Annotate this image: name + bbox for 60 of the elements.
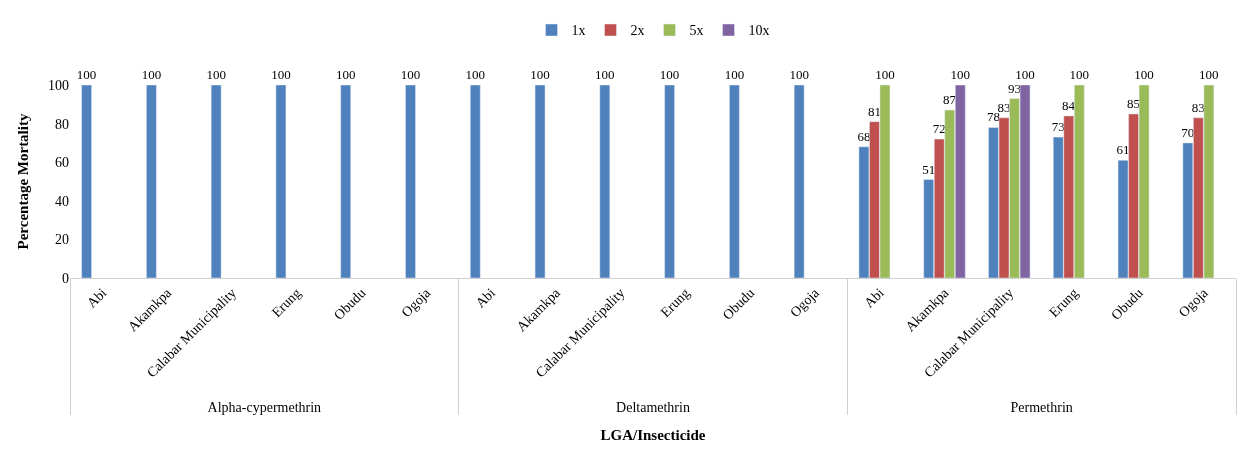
text: Deltamethrin: [616, 399, 690, 415]
legend-label: 2x: [630, 23, 645, 39]
bar: [729, 85, 740, 278]
y-tick-label: 0: [62, 270, 69, 286]
data-label: 72: [932, 121, 946, 137]
data-label: 100: [1199, 67, 1219, 82]
data-label: 100: [465, 67, 486, 82]
text: Permethrin: [1010, 399, 1073, 415]
data-label: 100: [1069, 67, 1090, 82]
bar: [81, 85, 92, 278]
data-label: 61: [1116, 142, 1130, 158]
data-label: 100: [400, 67, 421, 82]
data-label: 83: [1191, 99, 1205, 115]
data-label: 100: [950, 67, 971, 82]
data-label: 100: [789, 67, 809, 82]
bar: [534, 85, 546, 278]
bar: [275, 85, 287, 278]
data-label: 68: [857, 128, 871, 144]
bar: [599, 85, 611, 278]
data-label: 100: [335, 67, 356, 82]
data-label: 51: [922, 161, 936, 177]
bar: [146, 85, 157, 278]
data-label: 84: [1062, 97, 1076, 113]
data-label: 100: [595, 67, 615, 82]
x-tick-label: Abi: [861, 285, 887, 311]
x-tick-label: Abi: [84, 285, 110, 311]
x-tick-label: Abi: [472, 285, 499, 311]
legend-label: 10x: [748, 23, 770, 39]
legend-label: 1x: [571, 23, 586, 39]
data-label: 100: [724, 67, 745, 82]
y-tick-label: 40: [55, 193, 69, 209]
data-label: 87: [943, 92, 957, 108]
y-tick-label: 60: [55, 155, 69, 171]
y-tick-label: 20: [55, 232, 69, 248]
bar: [405, 85, 416, 278]
data-label: 70: [1181, 124, 1195, 140]
bar: [793, 85, 805, 278]
data-label: 100: [530, 67, 550, 82]
y-axis-title: Percentage Mortality: [15, 113, 32, 250]
bar: [470, 85, 481, 278]
text: Alpha-cypermethrin: [207, 399, 322, 415]
data-label: 81: [867, 103, 881, 119]
data-label: 100: [141, 67, 162, 82]
data-label: 100: [76, 67, 97, 82]
data-label: 100: [1134, 67, 1154, 82]
data-label: 85: [1127, 95, 1141, 111]
y-tick-label: 80: [55, 116, 69, 132]
data-label: 100: [875, 67, 895, 82]
bar: [664, 85, 675, 278]
data-label: 100: [206, 67, 226, 82]
data-label: 100: [659, 67, 680, 82]
data-label: 100: [271, 67, 291, 82]
bar: [210, 85, 222, 278]
y-tick-label: 100: [48, 77, 69, 93]
data-label: 73: [1051, 119, 1065, 135]
x-axis-title: LGA/Insecticide: [600, 426, 706, 443]
data-label: 93: [1008, 80, 1022, 96]
legend-label: 5x: [689, 23, 704, 39]
bar: [340, 85, 351, 278]
data-label: 100: [1015, 67, 1035, 82]
